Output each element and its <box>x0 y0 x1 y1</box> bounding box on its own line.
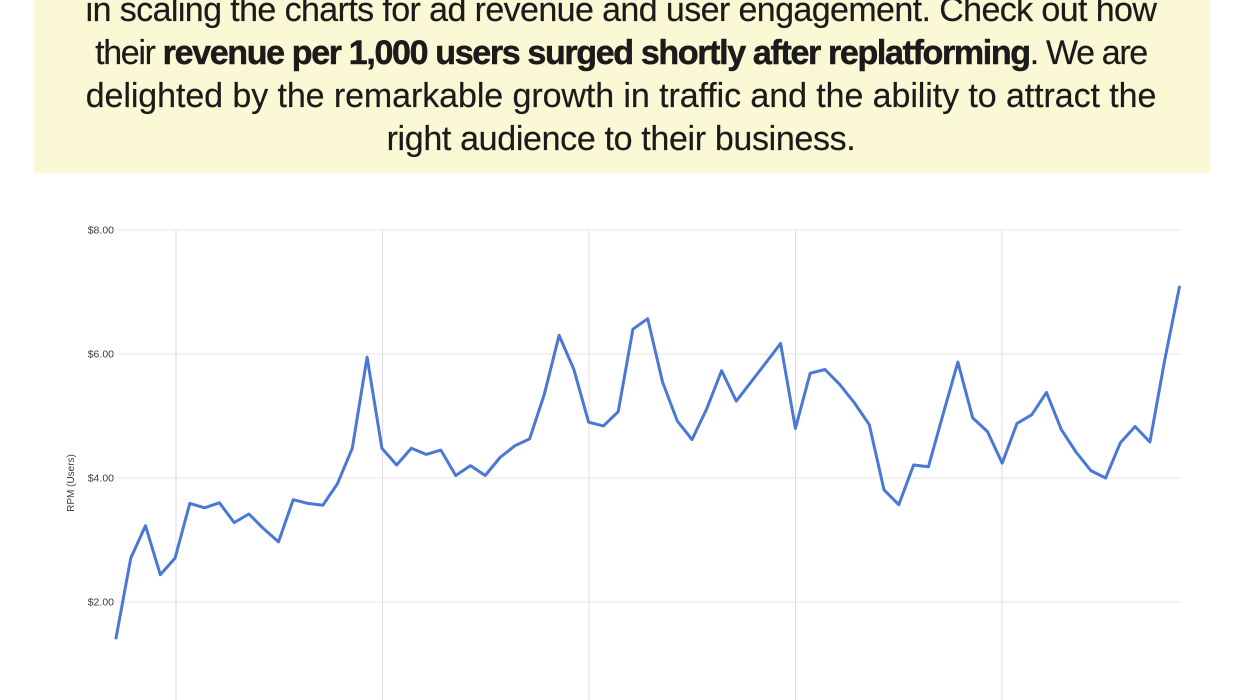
svg-text:RPM (Users): RPM (Users) <box>66 454 77 512</box>
svg-text:$6.00: $6.00 <box>88 349 114 361</box>
svg-text:$4.00: $4.00 <box>88 473 114 485</box>
svg-text:$8.00: $8.00 <box>88 225 114 237</box>
svg-text:$2.00: $2.00 <box>88 597 114 609</box>
